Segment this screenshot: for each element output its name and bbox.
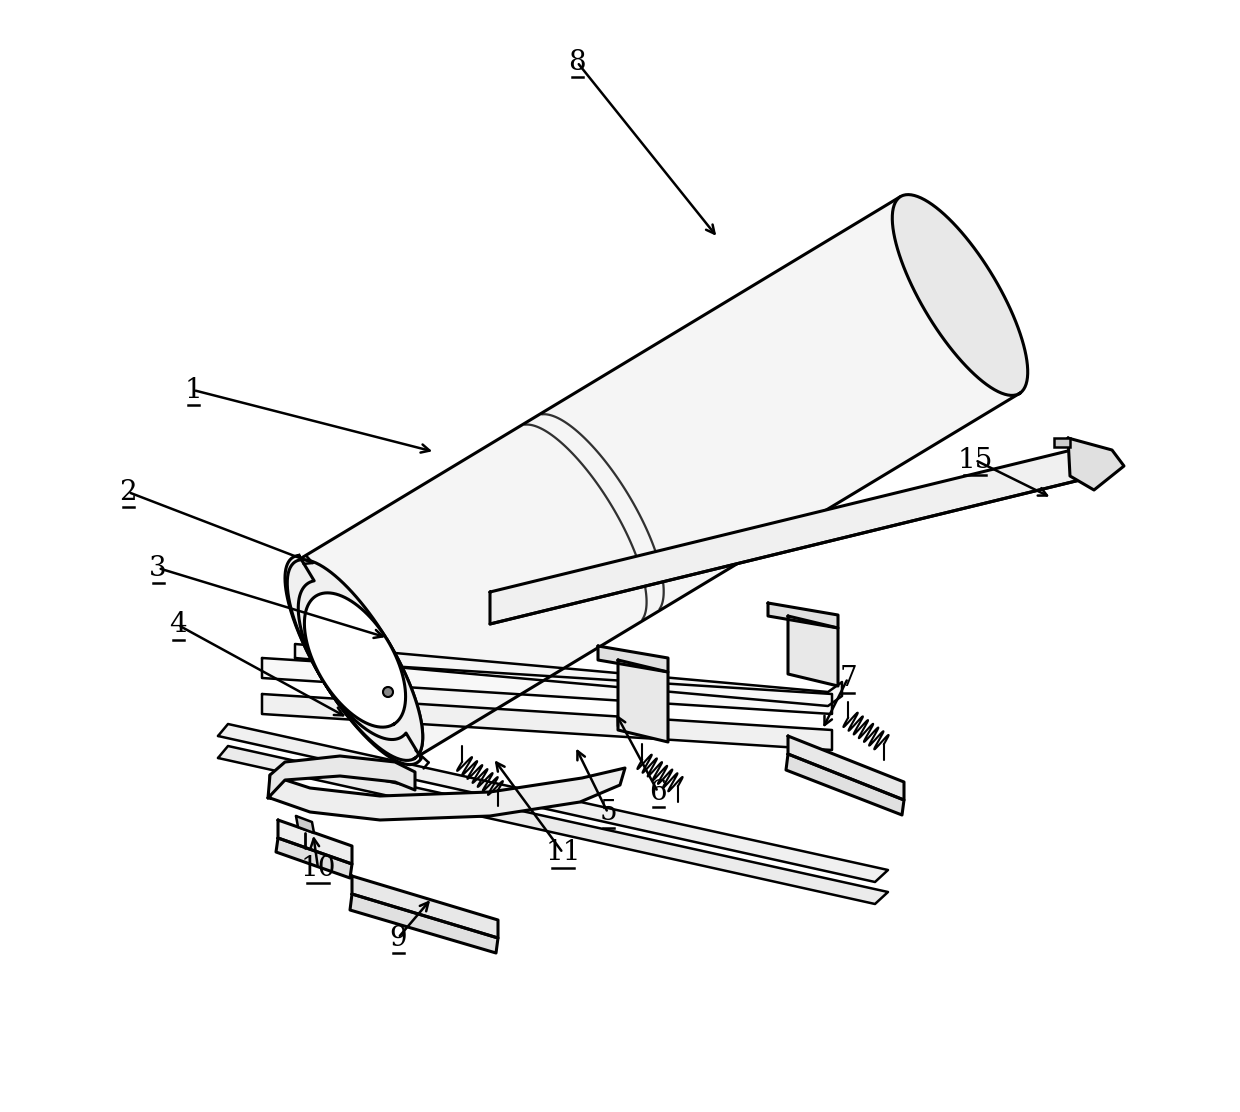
Polygon shape xyxy=(295,644,842,706)
Bar xyxy=(1054,438,1070,447)
Polygon shape xyxy=(296,816,314,833)
Polygon shape xyxy=(893,195,1028,396)
Polygon shape xyxy=(786,754,904,815)
Polygon shape xyxy=(787,736,904,800)
Polygon shape xyxy=(218,746,888,904)
Text: 11: 11 xyxy=(546,840,580,866)
Text: 8: 8 xyxy=(568,49,585,76)
Polygon shape xyxy=(787,616,838,686)
Polygon shape xyxy=(218,724,888,882)
Polygon shape xyxy=(598,646,668,672)
Polygon shape xyxy=(295,197,1019,758)
Text: 4: 4 xyxy=(169,612,187,638)
Polygon shape xyxy=(350,894,498,953)
Polygon shape xyxy=(768,603,838,628)
Text: 15: 15 xyxy=(957,447,993,474)
Polygon shape xyxy=(352,876,498,939)
Polygon shape xyxy=(277,838,352,878)
Polygon shape xyxy=(278,820,352,864)
Text: 1: 1 xyxy=(184,377,202,404)
Polygon shape xyxy=(1068,438,1123,490)
Text: 6: 6 xyxy=(650,778,667,805)
Polygon shape xyxy=(262,658,832,714)
Text: 9: 9 xyxy=(389,924,407,952)
Polygon shape xyxy=(262,694,832,749)
Text: 10: 10 xyxy=(300,854,336,882)
Text: 5: 5 xyxy=(599,800,616,826)
Polygon shape xyxy=(618,661,668,742)
Polygon shape xyxy=(268,756,415,798)
Polygon shape xyxy=(270,768,625,820)
Text: 2: 2 xyxy=(119,478,136,506)
Text: 7: 7 xyxy=(839,665,857,692)
Circle shape xyxy=(383,687,393,697)
Text: 3: 3 xyxy=(149,555,167,582)
Polygon shape xyxy=(285,556,422,765)
Polygon shape xyxy=(288,559,423,761)
Polygon shape xyxy=(490,448,1096,624)
Polygon shape xyxy=(304,593,405,727)
